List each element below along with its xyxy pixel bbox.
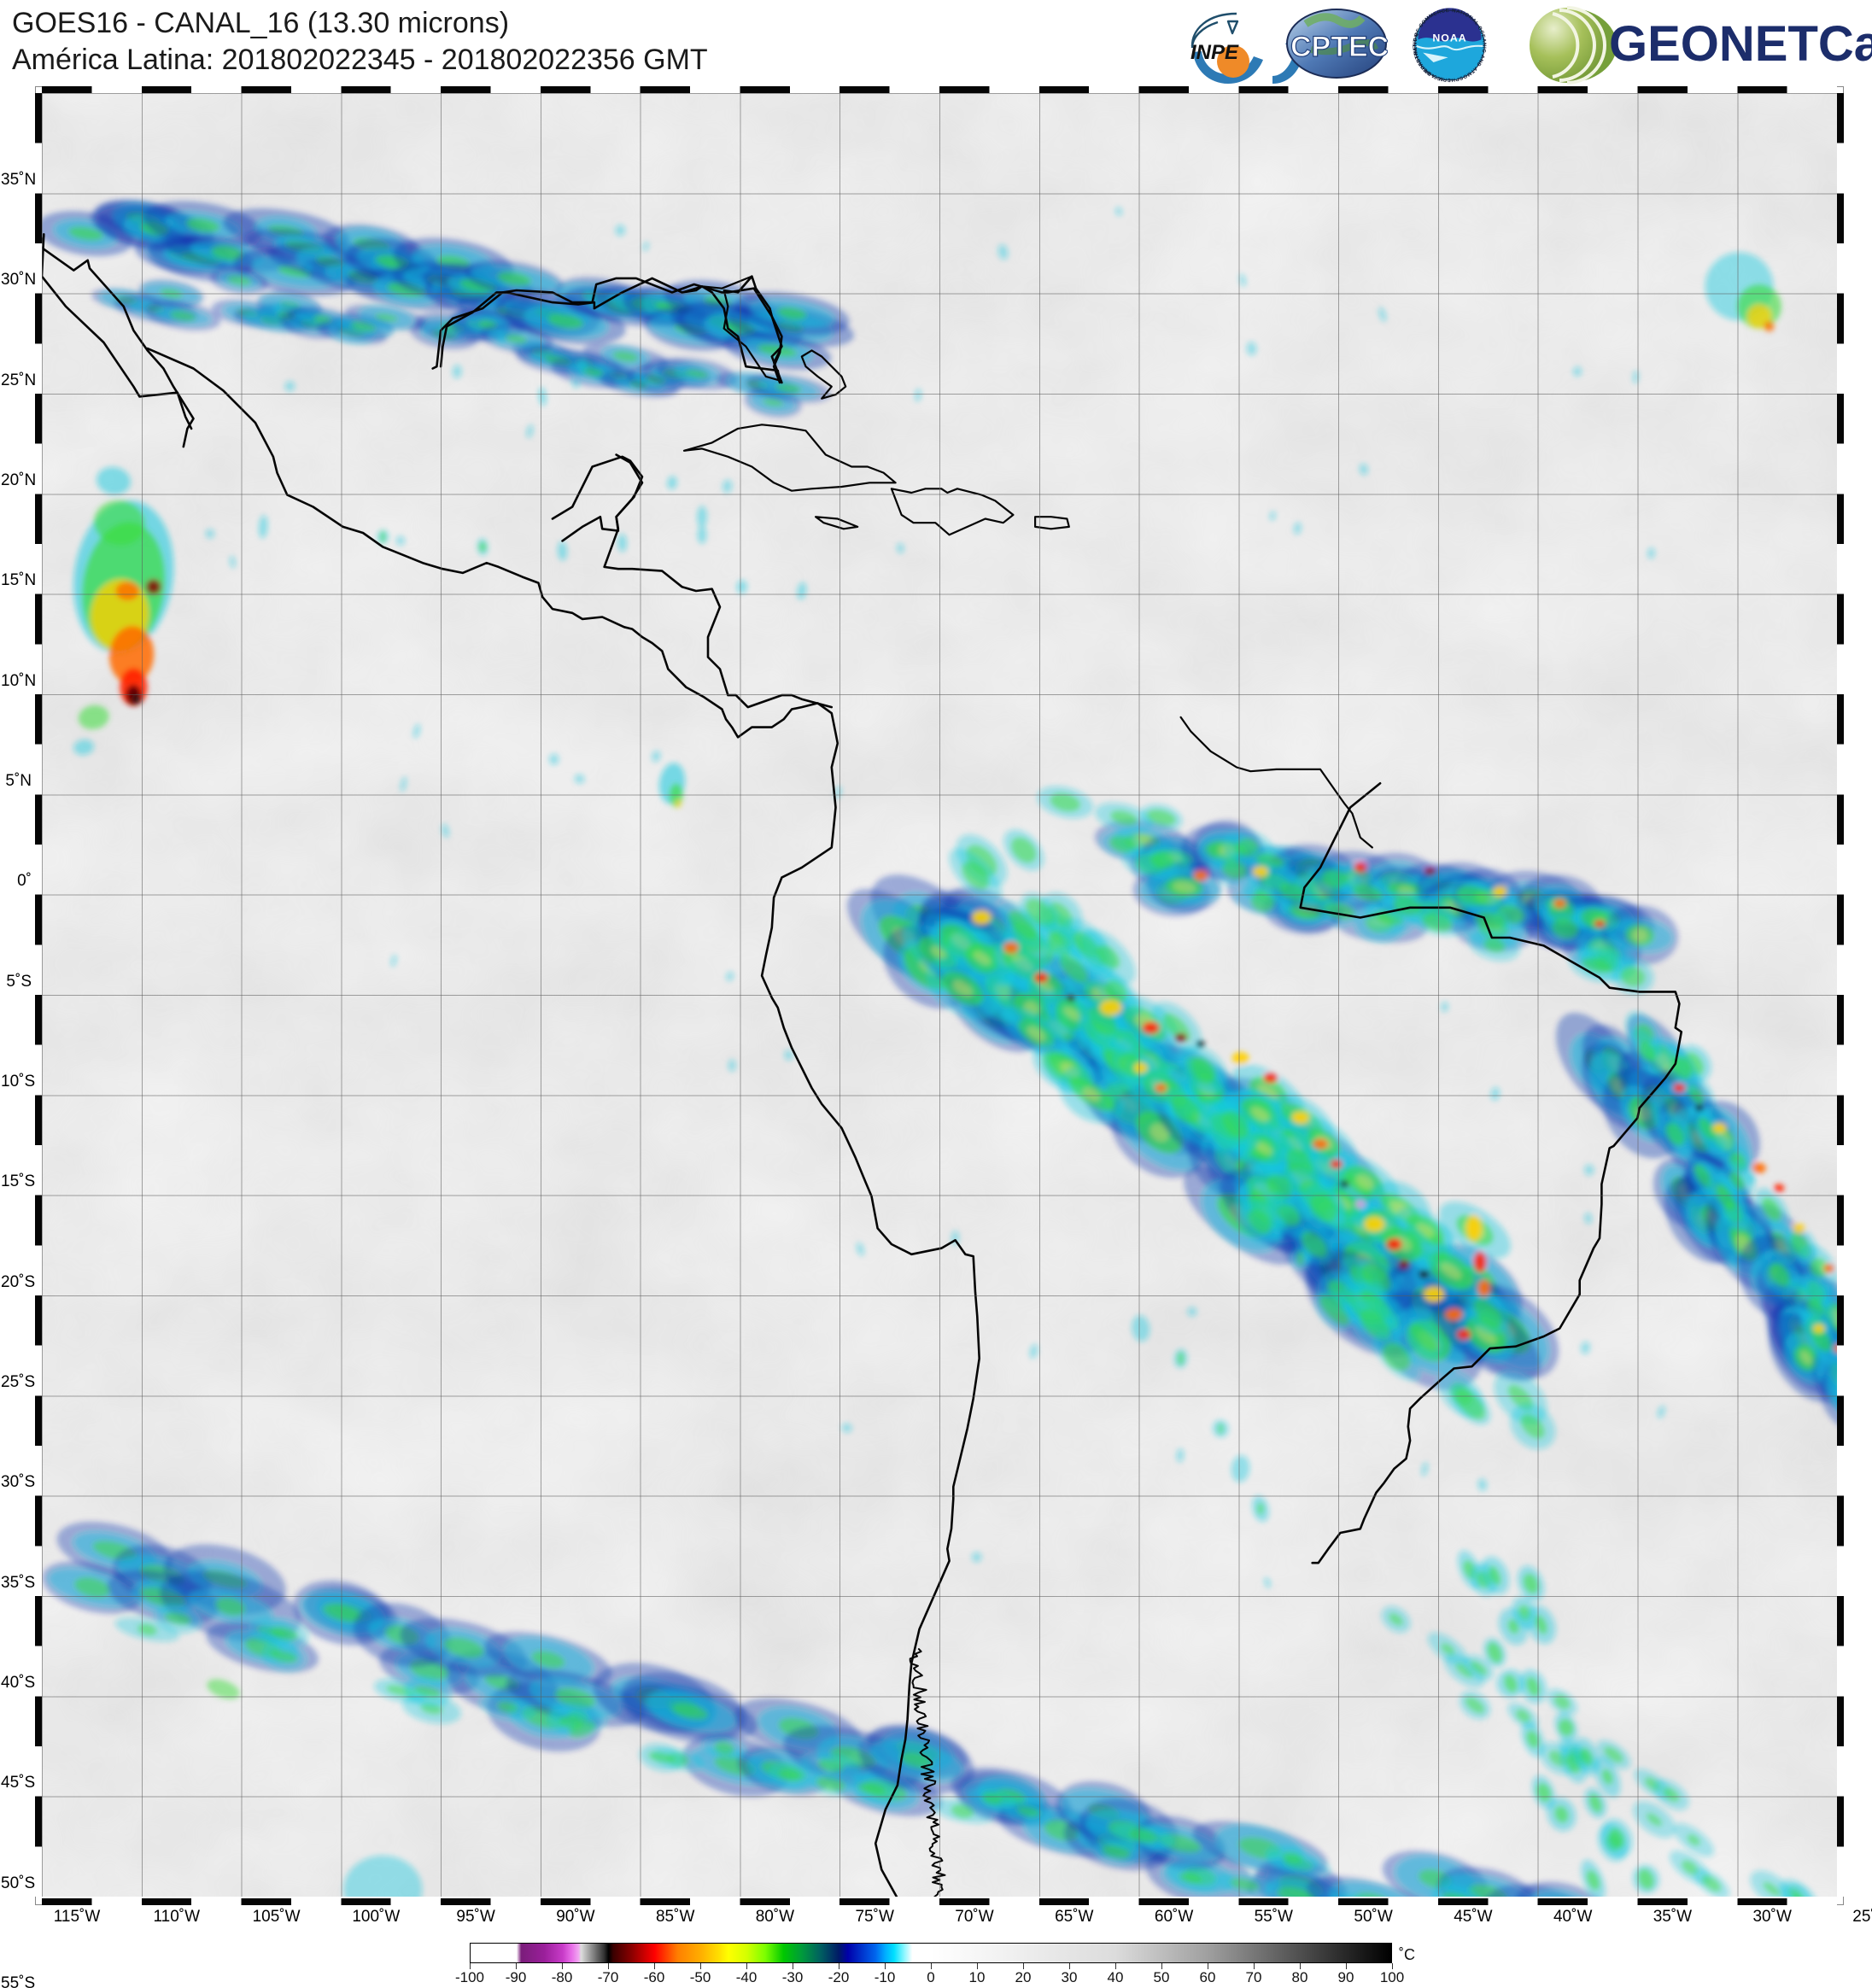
svg-text:GEONETCast: GEONETCast	[1609, 16, 1872, 72]
svg-text:CPTEC: CPTEC	[1290, 31, 1388, 63]
svg-text:INPE: INPE	[1190, 41, 1239, 64]
svg-text:NOAA: NOAA	[1432, 32, 1466, 44]
